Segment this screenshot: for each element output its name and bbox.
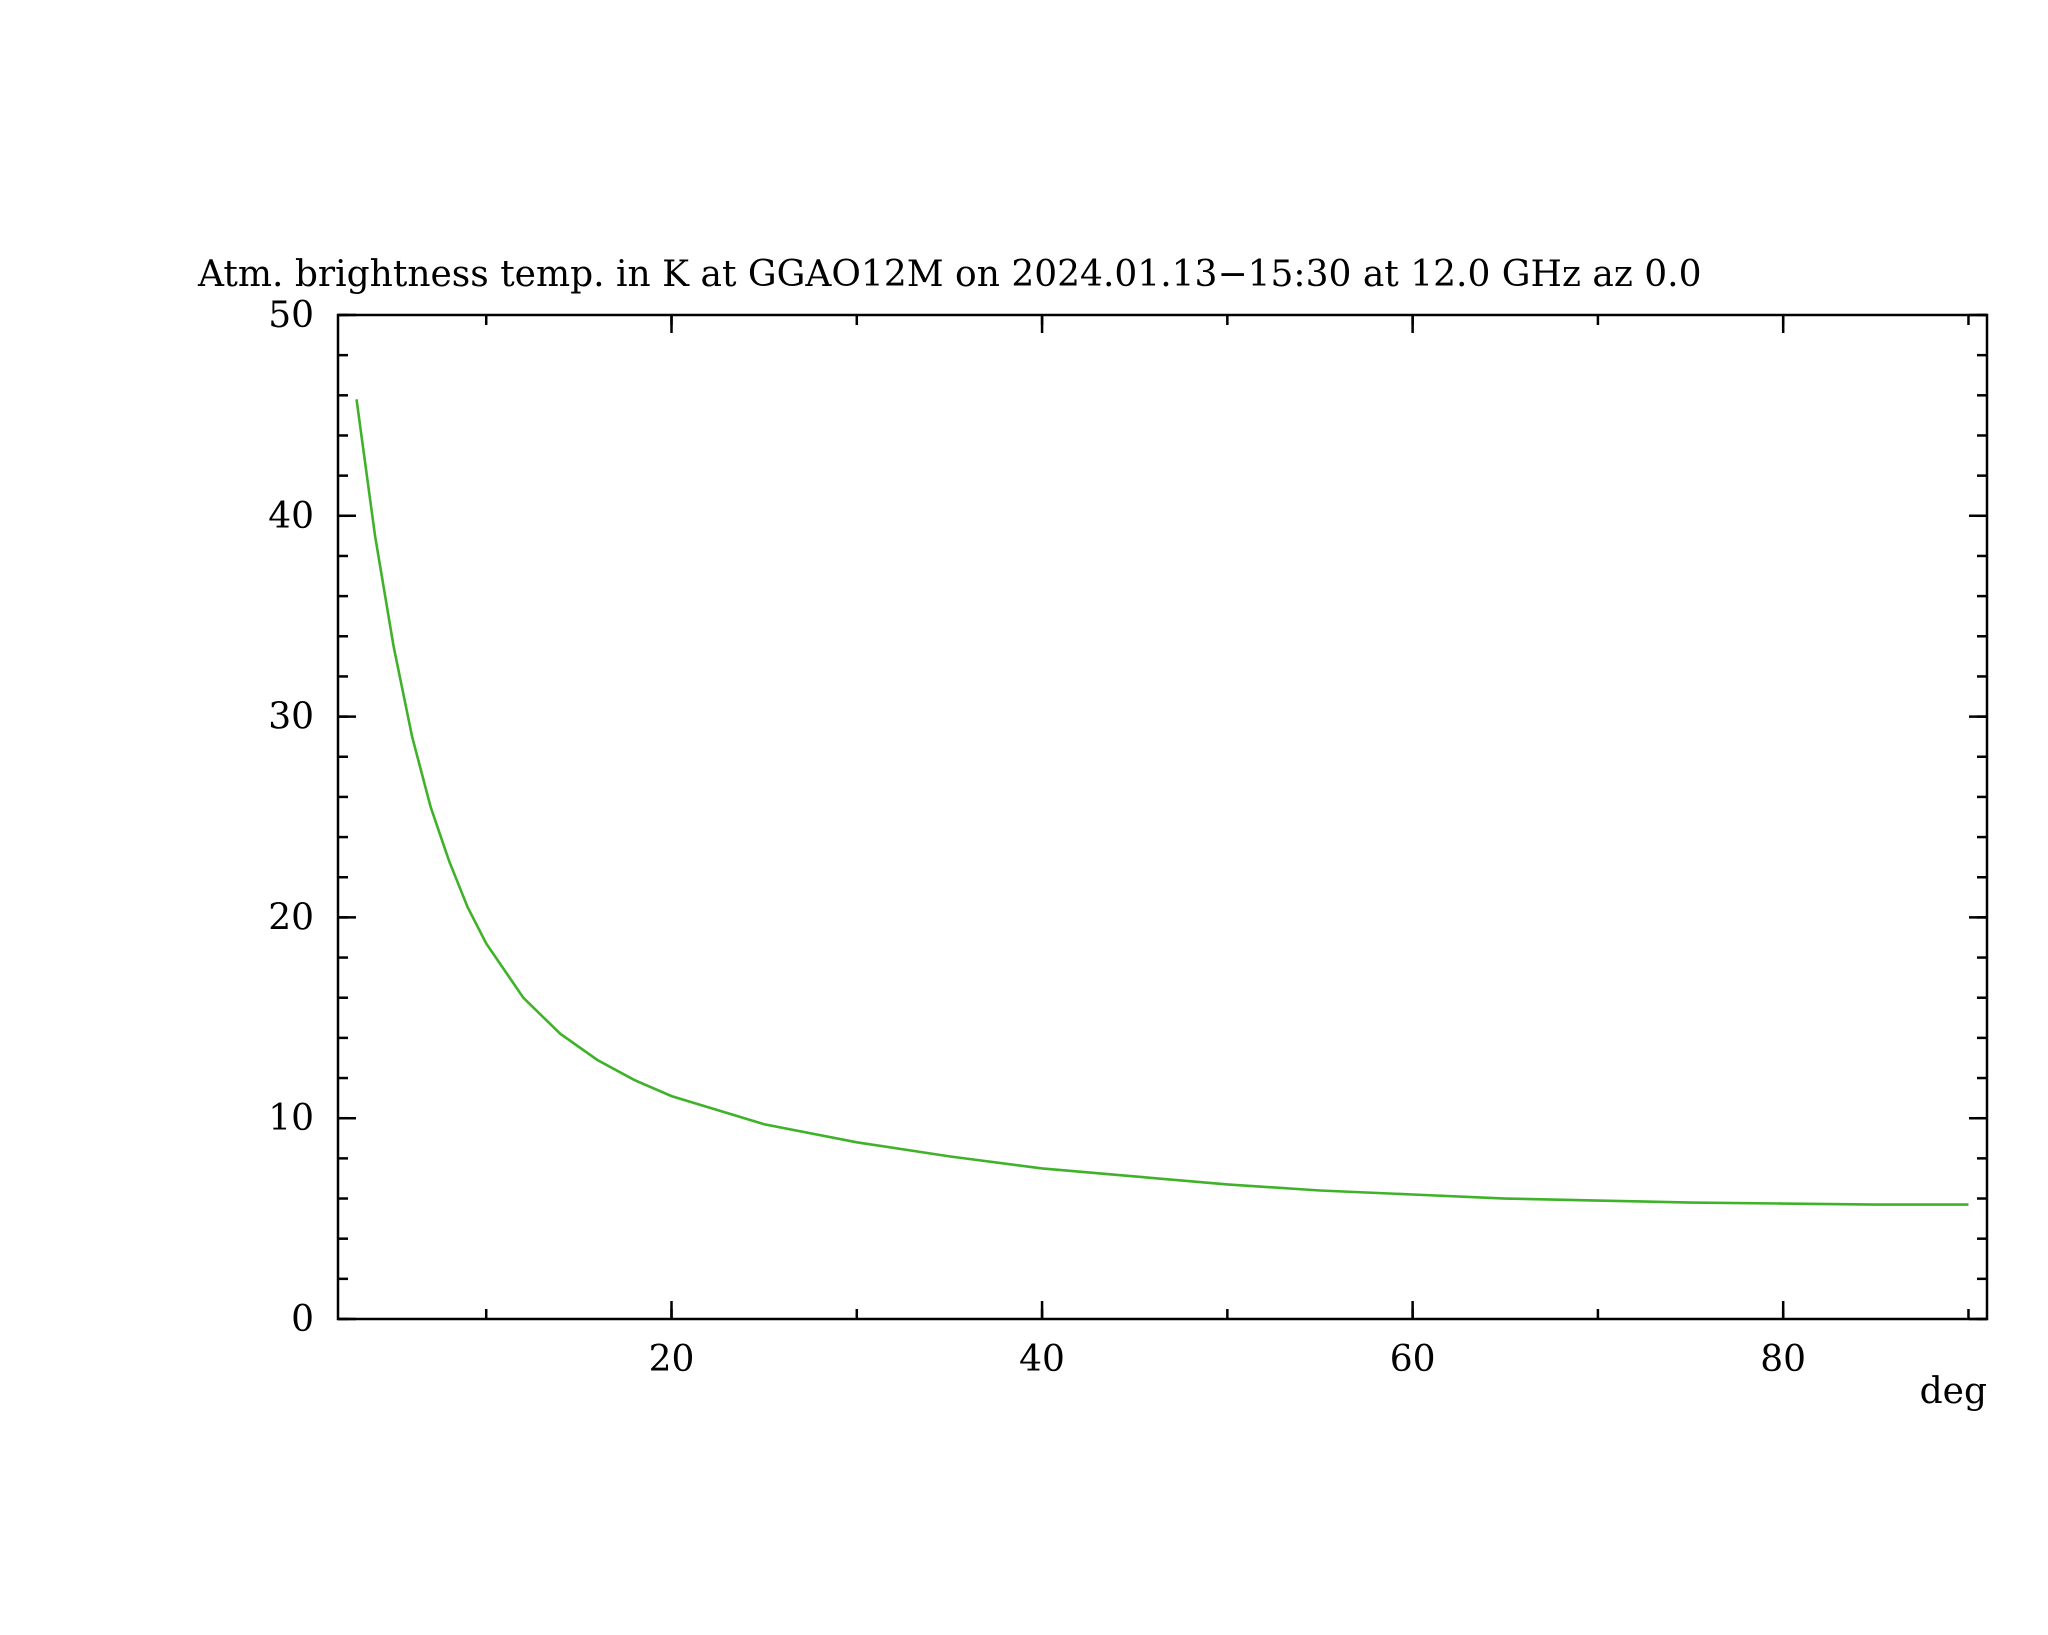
y-tick-label: 0 — [291, 1299, 314, 1340]
y-tick-label: 40 — [268, 496, 314, 537]
x-tick-label: 80 — [1760, 1339, 1806, 1380]
chart-title: Atm. brightness temp. in K at GGAO12M on… — [197, 254, 1701, 295]
x-tick-label: 20 — [649, 1339, 695, 1380]
y-tick-label: 50 — [268, 295, 314, 336]
plot-frame — [336, 313, 1989, 1321]
y-tick-label: 30 — [268, 697, 314, 738]
data-line — [355, 399, 1969, 1206]
x-tick-label: 40 — [1019, 1339, 1065, 1380]
y-tick-label: 20 — [268, 897, 314, 938]
x-axis-label: deg — [1920, 1371, 1987, 1412]
y-tick-label: 10 — [268, 1098, 314, 1139]
x-tick-label: 60 — [1390, 1339, 1436, 1380]
